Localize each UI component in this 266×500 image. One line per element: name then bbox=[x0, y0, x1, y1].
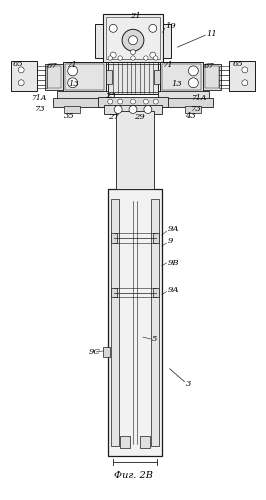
Bar bbox=[104, 104, 162, 115]
Circle shape bbox=[114, 106, 122, 114]
Bar bbox=[162, 64, 201, 90]
Circle shape bbox=[150, 52, 156, 58]
Bar bbox=[45, 64, 63, 90]
Text: 5: 5 bbox=[152, 335, 157, 343]
Circle shape bbox=[242, 80, 248, 86]
Text: 3: 3 bbox=[185, 380, 191, 388]
Text: 13: 13 bbox=[172, 80, 182, 88]
Bar bbox=[153, 233, 159, 243]
Circle shape bbox=[144, 106, 152, 114]
Bar bbox=[120, 436, 130, 448]
Text: 67: 67 bbox=[47, 62, 58, 70]
Bar bbox=[98, 96, 168, 106]
Bar bbox=[65, 64, 104, 90]
Circle shape bbox=[18, 80, 24, 86]
Circle shape bbox=[242, 67, 248, 73]
Circle shape bbox=[68, 78, 78, 88]
Text: 19: 19 bbox=[166, 22, 176, 30]
Circle shape bbox=[144, 56, 148, 60]
Circle shape bbox=[118, 99, 123, 104]
Circle shape bbox=[108, 56, 113, 60]
Bar bbox=[219, 66, 231, 88]
Bar bbox=[151, 198, 159, 446]
Bar bbox=[156, 98, 213, 106]
Circle shape bbox=[149, 24, 157, 32]
Circle shape bbox=[131, 50, 135, 54]
Bar bbox=[106, 70, 112, 84]
Text: 9С: 9С bbox=[89, 348, 100, 356]
Circle shape bbox=[68, 66, 78, 76]
Bar bbox=[185, 106, 201, 114]
Text: 67: 67 bbox=[204, 62, 215, 70]
Text: 27: 27 bbox=[108, 114, 119, 122]
Bar bbox=[95, 24, 103, 58]
Text: 65: 65 bbox=[12, 60, 23, 68]
Circle shape bbox=[118, 56, 122, 60]
Circle shape bbox=[131, 56, 135, 60]
Bar bbox=[140, 436, 150, 448]
Text: 13: 13 bbox=[69, 80, 80, 88]
Circle shape bbox=[153, 56, 158, 60]
Text: 65: 65 bbox=[233, 60, 244, 68]
Bar bbox=[203, 64, 221, 90]
Circle shape bbox=[110, 52, 116, 58]
Bar bbox=[111, 288, 117, 298]
Bar bbox=[103, 347, 110, 357]
Bar bbox=[160, 62, 203, 92]
Bar bbox=[11, 61, 37, 90]
Bar bbox=[103, 14, 163, 62]
Circle shape bbox=[108, 99, 113, 104]
Circle shape bbox=[128, 36, 138, 44]
Circle shape bbox=[143, 99, 148, 104]
Circle shape bbox=[131, 99, 135, 104]
Bar bbox=[106, 18, 160, 59]
Text: 9: 9 bbox=[168, 237, 173, 245]
Text: 9А: 9А bbox=[168, 286, 179, 294]
Bar bbox=[116, 112, 154, 188]
Text: 9А: 9А bbox=[168, 225, 179, 233]
Text: 11: 11 bbox=[206, 30, 217, 38]
Text: 29: 29 bbox=[134, 114, 145, 122]
Text: 71А: 71А bbox=[31, 94, 47, 102]
Bar bbox=[153, 288, 159, 298]
Bar bbox=[57, 90, 108, 98]
Bar bbox=[111, 198, 119, 446]
Text: 73: 73 bbox=[191, 106, 202, 114]
Circle shape bbox=[129, 106, 137, 114]
Text: 73: 73 bbox=[35, 106, 46, 114]
Circle shape bbox=[122, 30, 144, 51]
Text: 71: 71 bbox=[67, 61, 77, 69]
Bar bbox=[154, 70, 160, 84]
Text: 35: 35 bbox=[64, 112, 74, 120]
Bar bbox=[163, 24, 171, 58]
Bar bbox=[111, 233, 117, 243]
Circle shape bbox=[153, 99, 158, 104]
Bar bbox=[64, 106, 80, 114]
Circle shape bbox=[188, 78, 198, 88]
Bar bbox=[106, 64, 160, 92]
Bar bbox=[108, 62, 158, 94]
Circle shape bbox=[109, 24, 117, 32]
Bar bbox=[158, 90, 209, 98]
Text: Фиг. 2В: Фиг. 2В bbox=[114, 471, 152, 480]
Bar bbox=[63, 62, 106, 92]
Bar bbox=[53, 98, 110, 106]
Bar bbox=[108, 188, 162, 456]
Bar bbox=[47, 66, 61, 88]
Text: 71А: 71А bbox=[191, 94, 207, 102]
Text: 23: 23 bbox=[105, 92, 116, 100]
Circle shape bbox=[18, 67, 24, 73]
Text: 9В: 9В bbox=[168, 259, 179, 267]
Circle shape bbox=[188, 66, 198, 76]
Text: 43: 43 bbox=[185, 112, 196, 120]
Text: 21: 21 bbox=[130, 12, 141, 20]
Bar bbox=[35, 66, 47, 88]
Bar bbox=[205, 66, 219, 88]
Text: 71: 71 bbox=[163, 61, 173, 69]
Bar bbox=[229, 61, 255, 90]
